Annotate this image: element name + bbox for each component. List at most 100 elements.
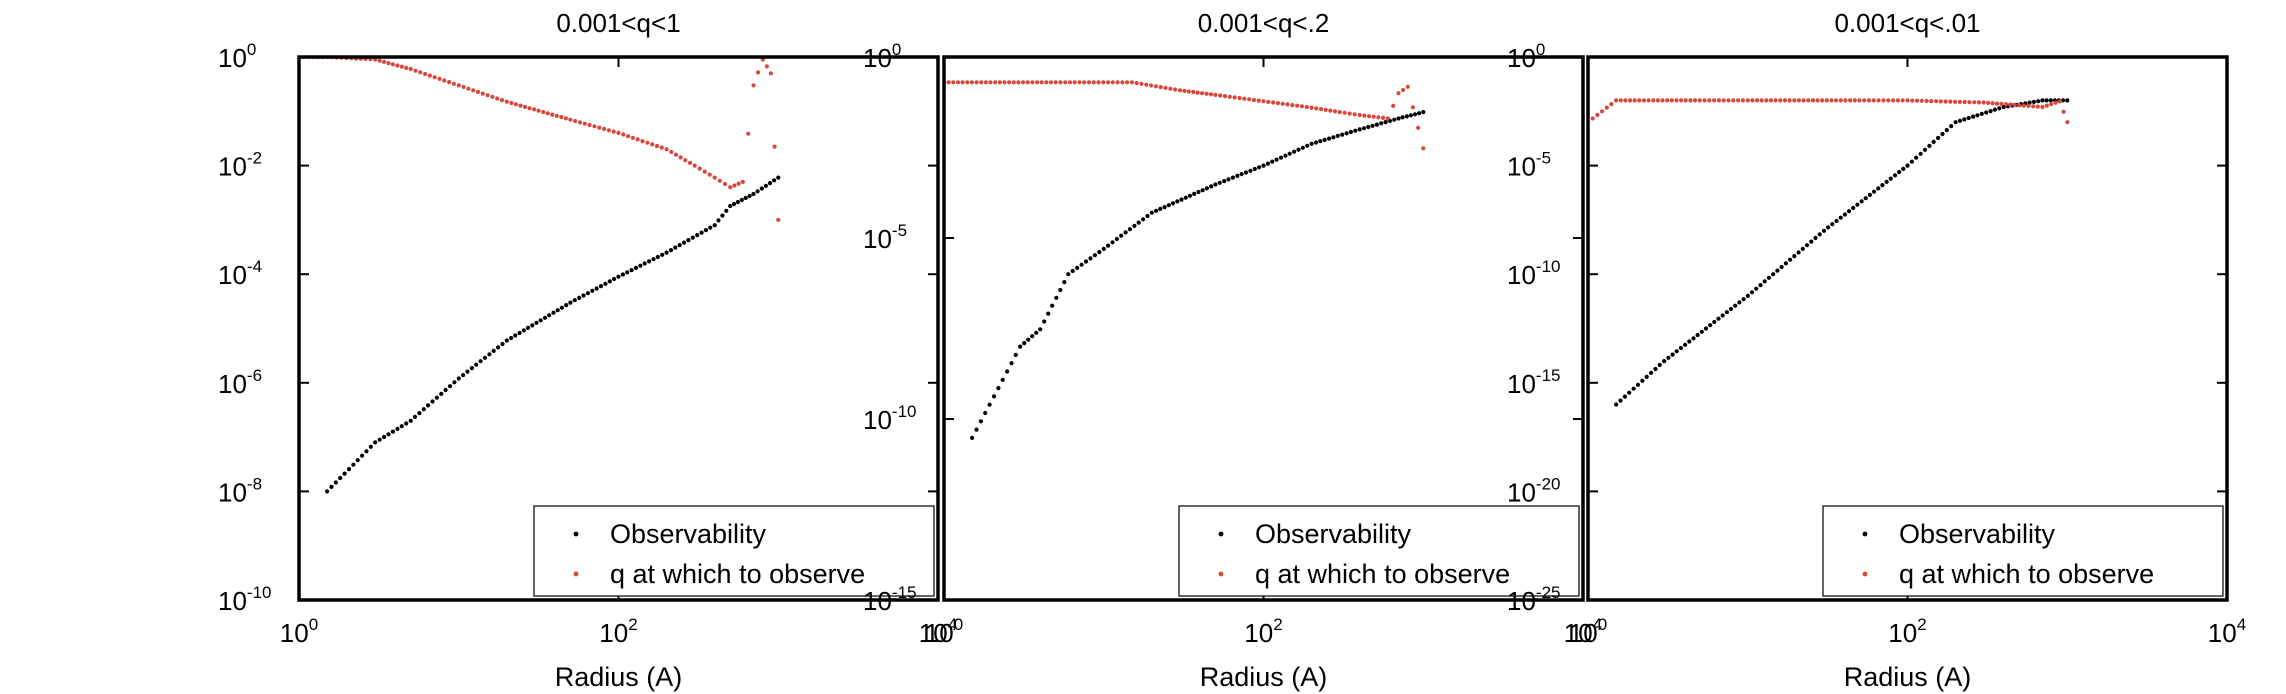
data-point <box>969 80 975 85</box>
data-point <box>541 109 546 115</box>
legend-label: q at which to observe <box>1255 559 1510 589</box>
data-point <box>1309 141 1314 146</box>
data-point <box>1627 390 1632 395</box>
data-point <box>1622 394 1627 399</box>
data-point <box>1129 80 1134 85</box>
data-point <box>368 444 373 449</box>
data-point <box>2065 98 2070 103</box>
data-point <box>1077 80 1082 85</box>
data-point <box>1944 128 1949 133</box>
data-point <box>1778 98 1783 103</box>
data-point <box>1614 98 1619 103</box>
data-point <box>1712 319 1717 325</box>
data-point <box>509 335 514 341</box>
data-point <box>509 100 514 106</box>
data-point <box>1900 98 1905 103</box>
data-point <box>1997 106 2002 111</box>
data-point <box>1097 250 1102 255</box>
data-point <box>668 248 674 253</box>
data-point <box>587 122 592 128</box>
data-point <box>621 132 626 137</box>
data-point <box>1888 176 1893 181</box>
data-point <box>1039 80 1044 85</box>
data-point <box>1075 265 1080 270</box>
data-point <box>1768 98 1774 103</box>
series-q-observe <box>944 80 1426 151</box>
data-point <box>1385 116 1390 121</box>
x-tick-label: 104 <box>2208 615 2246 648</box>
data-point <box>1775 268 1780 273</box>
y-tick-label: 10-20 <box>1507 474 1561 507</box>
data-point <box>582 121 587 126</box>
data-point <box>660 252 665 257</box>
data-point <box>946 80 951 85</box>
data-point <box>1829 98 1834 103</box>
data-point <box>1283 153 1288 158</box>
data-point <box>1030 80 1035 85</box>
data-point <box>592 124 597 129</box>
data-point <box>1296 147 1301 152</box>
data-point <box>1222 179 1227 184</box>
data-point <box>1758 283 1763 288</box>
data-point <box>1379 121 1384 126</box>
data-point <box>404 421 409 426</box>
x-axis-label: Radius (A) <box>1844 662 1972 692</box>
data-point <box>1771 272 1776 277</box>
data-point <box>532 107 537 112</box>
data-point <box>1809 239 1814 244</box>
data-point <box>1280 101 1285 106</box>
data-point <box>1217 180 1222 185</box>
data-point <box>1876 186 1881 191</box>
data-point <box>504 338 509 343</box>
data-point <box>443 387 448 393</box>
data-point <box>1222 94 1228 99</box>
data-point <box>1285 102 1290 107</box>
data-point <box>1396 91 1401 96</box>
x-tick-label: 102 <box>599 615 637 648</box>
data-point <box>620 272 626 277</box>
data-point <box>1824 98 1829 103</box>
data-point <box>1967 100 1972 105</box>
data-point <box>974 80 979 85</box>
data-point <box>1149 83 1154 88</box>
data-point <box>1842 212 1847 217</box>
series-observability <box>970 110 1426 440</box>
data-point <box>1328 108 1333 113</box>
data-point <box>490 94 495 99</box>
legend-label: Observability <box>610 519 767 549</box>
data-point <box>1801 98 1806 103</box>
data-point <box>585 291 591 296</box>
data-point <box>1158 206 1163 211</box>
data-point <box>1660 98 1665 103</box>
data-point <box>1919 98 1924 103</box>
data-point <box>547 313 552 318</box>
data-point <box>1195 90 1200 95</box>
data-point <box>1127 227 1133 232</box>
data-point <box>1125 80 1130 85</box>
data-point <box>1992 107 1997 112</box>
data-point <box>1261 163 1266 168</box>
legend-marker <box>573 571 579 577</box>
plot-area <box>299 57 781 494</box>
data-point <box>1192 191 1197 196</box>
data-point <box>1119 233 1124 238</box>
x-tick-label: 100 <box>925 615 963 648</box>
data-point <box>1745 98 1750 103</box>
data-point <box>2057 99 2062 104</box>
data-point <box>1132 223 1137 228</box>
data-point <box>1884 179 1889 184</box>
data-point <box>1243 170 1249 175</box>
data-point <box>1618 98 1623 103</box>
data-point <box>629 268 634 273</box>
y-tick-label: 10-5 <box>863 221 907 254</box>
data-point <box>559 115 564 120</box>
data-point <box>756 70 761 75</box>
data-point <box>598 284 604 289</box>
data-point <box>1981 100 1986 105</box>
data-point <box>1741 297 1746 302</box>
data-point <box>755 189 760 194</box>
data-point <box>1248 168 1253 173</box>
data-point <box>640 139 645 144</box>
data-point <box>1261 99 1266 104</box>
